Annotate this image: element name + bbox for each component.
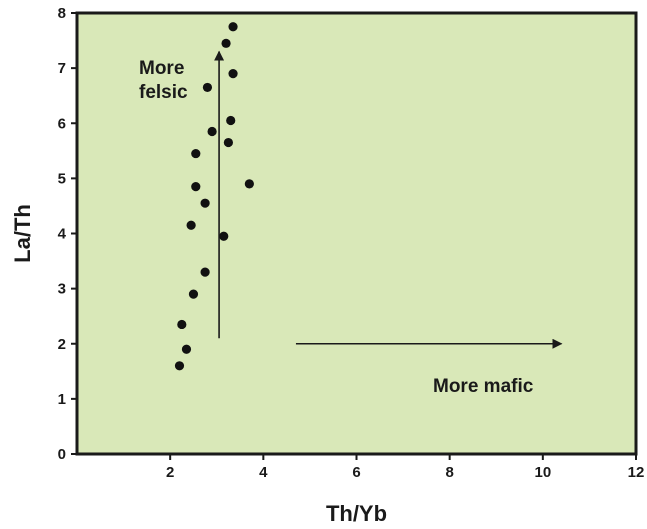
y-tick-label-3: 3 [58, 281, 66, 298]
data-point-1 [174, 361, 185, 371]
x-axis-title: Th/Yb [326, 501, 387, 526]
data-points [174, 22, 254, 371]
y-tick-label-1: 1 [58, 391, 66, 408]
data-point-7 [186, 220, 196, 230]
x-tick-label-2: 2 [166, 464, 174, 481]
x-axis: 2 4 6 8 10 12 [166, 454, 644, 481]
data-point-17 [221, 38, 231, 48]
y-tick-label-4: 4 [58, 226, 67, 243]
y-axis-title: La/Th [10, 204, 35, 263]
data-point-15 [202, 82, 213, 93]
x-tick-label-8: 8 [445, 464, 453, 481]
data-point-6 [219, 231, 229, 241]
plot-area [77, 13, 636, 454]
x-tick-label-4: 4 [259, 464, 268, 481]
data-point-12 [207, 126, 217, 137]
data-point-14 [226, 115, 236, 126]
data-point-8 [200, 198, 210, 208]
data-point-10 [244, 179, 254, 189]
more-felsic-label-line1: More [139, 58, 184, 79]
y-axis: 0 1 2 3 4 5 6 7 8 [58, 5, 77, 463]
annotations: More felsic More mafic [139, 50, 563, 397]
y-tick-label-5: 5 [58, 170, 66, 187]
y-tick-label-8: 8 [58, 5, 66, 22]
data-point-3 [177, 319, 187, 330]
data-point-18 [228, 22, 238, 32]
more-felsic-label-line2: felsic [139, 82, 188, 103]
y-tick-label-0: 0 [58, 446, 66, 463]
data-point-5 [200, 267, 210, 277]
y-tick-label-6: 6 [58, 115, 66, 132]
x-tick-label-10: 10 [534, 464, 551, 481]
data-point-2 [181, 344, 192, 354]
data-point-9 [191, 182, 201, 192]
x-tick-label-6: 6 [352, 464, 360, 481]
data-point-13 [223, 137, 233, 148]
x-tick-label-12: 12 [628, 464, 645, 481]
more-mafic-label: More mafic [433, 376, 534, 397]
y-tick-label-2: 2 [58, 336, 66, 353]
data-point-4 [188, 289, 199, 299]
data-point-11 [191, 148, 201, 159]
data-point-16 [228, 69, 238, 79]
y-tick-label-7: 7 [58, 60, 66, 77]
